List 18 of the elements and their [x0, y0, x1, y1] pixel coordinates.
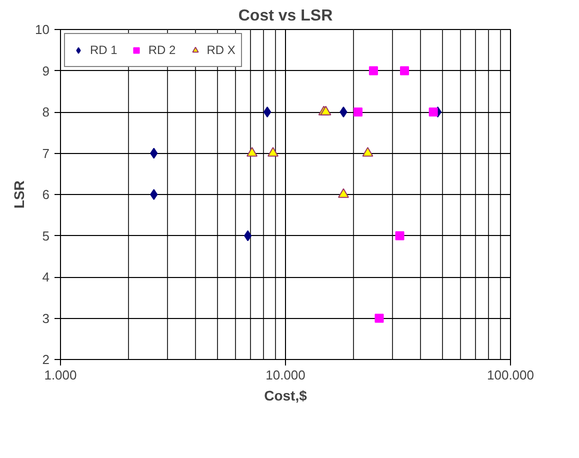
y-axis-title: LSR: [11, 180, 28, 208]
legend-label: RD 2: [148, 43, 176, 57]
x-tick-label: 100.000: [487, 368, 534, 382]
y-tick-label: 6: [42, 187, 50, 202]
y-tick-label: 9: [42, 63, 50, 78]
chart-title: Cost vs LSR: [238, 8, 334, 24]
x-tick-label: 1.000: [44, 368, 77, 382]
y-tick-label: 3: [42, 310, 50, 326]
y-tick-label: 8: [42, 104, 50, 120]
y-tick-label: 2: [42, 352, 50, 367]
x-tick-label: 10.000: [266, 368, 306, 382]
y-tick-label: 10: [35, 22, 50, 37]
legend-label: RD 1: [90, 43, 118, 57]
y-tick-label: 4: [42, 270, 50, 284]
y-tick-label: 5: [42, 228, 50, 244]
y-tick-label: 7: [42, 146, 50, 161]
x-axis-title: Cost,$: [264, 388, 308, 404]
legend-label: RD X: [206, 43, 236, 57]
